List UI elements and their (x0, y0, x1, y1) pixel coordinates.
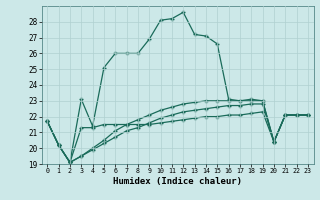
X-axis label: Humidex (Indice chaleur): Humidex (Indice chaleur) (113, 177, 242, 186)
